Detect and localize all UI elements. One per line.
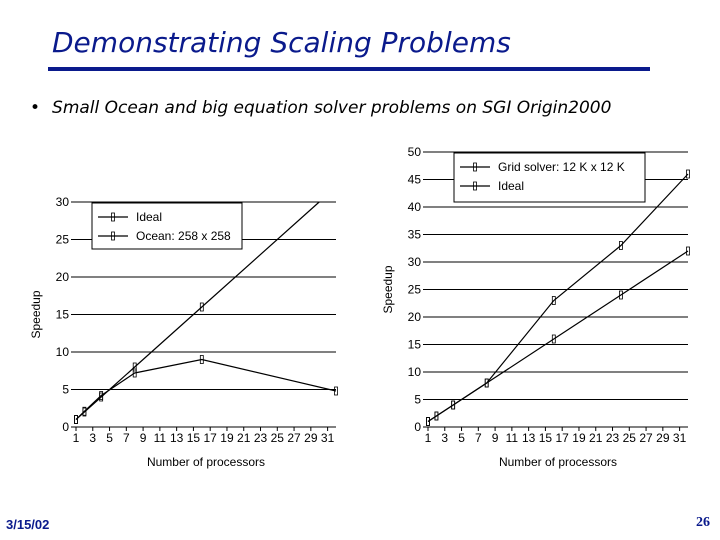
chart2-series-2-point bbox=[434, 411, 439, 421]
chart2-series-2-point bbox=[426, 417, 430, 426]
chart1-x-tick-label: 1 bbox=[73, 431, 80, 445]
chart2-x-tick-label: 7 bbox=[475, 431, 482, 445]
chart1-x-tick-label: 27 bbox=[287, 431, 301, 445]
chart1-x-tick-label: 19 bbox=[220, 431, 234, 445]
bullet-marker: • bbox=[30, 98, 41, 118]
chart2-y-tick-label: 40 bbox=[408, 200, 422, 214]
chart1-series-2-point bbox=[82, 406, 87, 416]
chart1-series-2-point bbox=[334, 386, 338, 396]
chart1-x-tick-label: 29 bbox=[304, 431, 318, 445]
chart1-y-tick-label: 30 bbox=[56, 195, 70, 209]
chart1-legend-label: Ocean: 258 x 258 bbox=[136, 229, 231, 243]
chart2-y-tick-label: 20 bbox=[408, 310, 422, 324]
chart2-x-tick-label: 15 bbox=[539, 431, 553, 445]
chart2-series-1-line bbox=[427, 173, 689, 423]
chart2-y-tick-label: 45 bbox=[408, 173, 422, 187]
chart1-series-1-point bbox=[132, 362, 137, 372]
chart2-y-tick-label: 50 bbox=[408, 145, 422, 159]
bullet-text: Small Ocean and big equation solver prob… bbox=[52, 98, 612, 118]
chart1-series-2-point bbox=[199, 355, 204, 364]
chart2-y-tick-label: 15 bbox=[408, 338, 422, 352]
chart2-series-2-point bbox=[619, 290, 623, 300]
chart1-x-tick-label: 17 bbox=[204, 431, 218, 445]
chart1-legend-marker bbox=[111, 231, 115, 241]
chart1-x-tick-label: 9 bbox=[140, 431, 147, 445]
chart2-x-tick-label: 9 bbox=[492, 431, 499, 445]
chart1-y-tick-label: 25 bbox=[56, 233, 70, 247]
chart1-series-2-point bbox=[99, 391, 104, 400]
chart2-series-2-point bbox=[551, 334, 556, 344]
slide-title: Demonstrating Scaling Problems bbox=[52, 26, 511, 59]
bullet-point: • Small Ocean and big equation solver pro… bbox=[30, 98, 611, 118]
chart2-x-tick-label: 25 bbox=[623, 431, 637, 445]
chart2-x-tick-label: 21 bbox=[589, 431, 603, 445]
chart2-series-1-point bbox=[686, 169, 690, 179]
chart2-x-tick-label: 5 bbox=[458, 431, 465, 445]
chart2-x-tick-label: 17 bbox=[556, 431, 570, 445]
chart1-x-tick-label: 5 bbox=[106, 431, 113, 445]
chart1-x-tick-label: 21 bbox=[237, 431, 251, 445]
chart2-y-axis-label: Speedup bbox=[381, 265, 395, 313]
chart1-x-axis-label: Number of processors bbox=[147, 455, 265, 469]
chart1-x-tick-label: 13 bbox=[170, 431, 184, 445]
chart1-x-tick-label: 31 bbox=[321, 431, 335, 445]
chart2-legend-label: Grid solver: 12 K x 12 K bbox=[498, 160, 625, 174]
chart1-y-tick-label: 15 bbox=[56, 308, 70, 322]
chart2-y-tick-label: 35 bbox=[408, 228, 422, 242]
chart1-x-tick-label: 15 bbox=[187, 431, 201, 445]
chart1-y-tick-label: 20 bbox=[56, 270, 70, 284]
chart2-y-tick-label: 10 bbox=[408, 365, 422, 379]
chart2-x-tick-label: 23 bbox=[606, 431, 620, 445]
chart1-series-2-point bbox=[132, 368, 137, 378]
chart2-y-tick-label: 25 bbox=[408, 283, 422, 297]
chart2-x-tick-label: 19 bbox=[572, 431, 586, 445]
chart1-x-tick-label: 25 bbox=[271, 431, 285, 445]
chart2-y-tick-label: 30 bbox=[408, 255, 422, 269]
chart1-x-tick-label: 7 bbox=[123, 431, 130, 445]
chart2-series-1-point bbox=[619, 241, 623, 250]
chart2-x-tick-label: 3 bbox=[441, 431, 448, 445]
chart2-x-tick-label: 29 bbox=[656, 431, 670, 445]
title-underline bbox=[48, 67, 650, 71]
chart2-x-tick-label: 13 bbox=[522, 431, 536, 445]
chart2-x-tick-label: 11 bbox=[506, 431, 519, 445]
chart2-x-axis-label: Number of processors bbox=[499, 455, 617, 469]
page-number: 26 bbox=[696, 515, 710, 530]
chart1-x-tick-label: 23 bbox=[254, 431, 268, 445]
chart2-x-tick-label: 27 bbox=[639, 431, 653, 445]
chart2-y-tick-label: 0 bbox=[414, 420, 421, 434]
chart2-x-tick-label: 1 bbox=[425, 431, 432, 445]
chart1-x-tick-label: 11 bbox=[154, 431, 167, 445]
chart2-legend-label: Ideal bbox=[498, 179, 524, 193]
chart1-y-tick-label: 10 bbox=[56, 345, 70, 359]
chart2-legend-marker bbox=[473, 162, 477, 172]
chart2-legend-box bbox=[453, 152, 646, 203]
chart2-series-2-line bbox=[427, 250, 689, 423]
chart2-x-tick-label: 31 bbox=[673, 431, 687, 445]
chart1-series-2-point bbox=[74, 415, 78, 424]
chart2-series-2-point bbox=[686, 246, 690, 256]
chart1-legend-box bbox=[91, 202, 243, 250]
chart1-series-1-point bbox=[199, 302, 204, 312]
chart1-legend-marker bbox=[111, 212, 115, 222]
chart1-y-axis-label: Speedup bbox=[29, 290, 43, 338]
chart2-series-2-point bbox=[484, 378, 489, 388]
chart1-x-tick-label: 3 bbox=[89, 431, 96, 445]
chart2-legend-marker bbox=[473, 181, 477, 191]
chart2-y-tick-label: 5 bbox=[414, 393, 421, 407]
chart2-series-2-point bbox=[451, 400, 456, 410]
chart2-series-1-point bbox=[551, 296, 556, 305]
chart1-legend-label: Ideal bbox=[136, 210, 162, 224]
chart1-y-tick-label: 0 bbox=[62, 420, 69, 434]
slide-date: 3/15/02 bbox=[6, 517, 50, 532]
chart1-y-tick-label: 5 bbox=[62, 383, 69, 397]
